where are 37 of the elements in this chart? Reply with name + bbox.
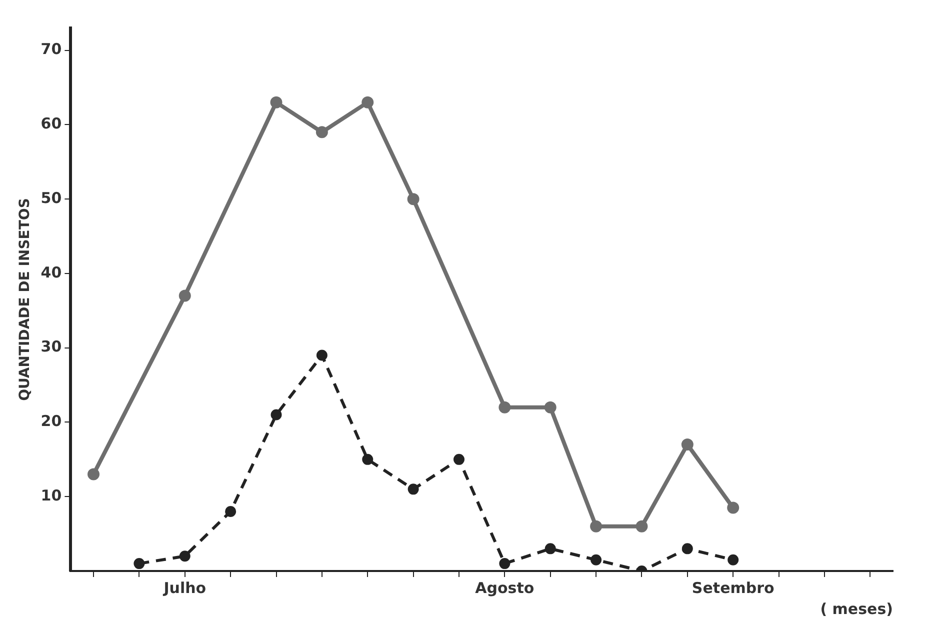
point	[728, 554, 739, 566]
point	[316, 126, 328, 138]
x-tick-label: Agosto	[475, 578, 534, 597]
x-tick-label: Julho	[162, 578, 206, 597]
y-tick-label: 70	[40, 40, 62, 58]
x-axis-title: ( meses)	[820, 600, 893, 618]
point	[362, 454, 374, 465]
point	[727, 502, 740, 514]
y-tick-label: 10	[40, 486, 62, 505]
point	[134, 558, 145, 570]
point	[362, 96, 374, 108]
point	[544, 543, 556, 554]
point	[270, 96, 282, 108]
point	[499, 558, 510, 570]
y-axis-title: QUANTIDADE DE INSETOS	[17, 198, 34, 401]
point	[408, 484, 419, 495]
point	[316, 350, 328, 361]
point	[179, 550, 190, 562]
point	[453, 454, 464, 465]
point	[544, 401, 556, 414]
point	[590, 554, 602, 566]
x-tick-label: Setembro	[692, 578, 774, 597]
point	[590, 520, 602, 532]
point	[178, 290, 191, 302]
y-tick-label: 50	[40, 188, 62, 207]
point	[88, 468, 100, 480]
point	[407, 193, 420, 206]
y-tick-label: 30	[40, 338, 62, 356]
point	[498, 401, 511, 414]
point	[636, 520, 648, 532]
y-tick-label: 60	[40, 114, 62, 133]
point	[682, 543, 693, 554]
y-tick-label: 40	[40, 263, 62, 282]
point	[270, 409, 282, 420]
point	[681, 438, 694, 451]
y-tick-label: 20	[40, 412, 62, 430]
point	[225, 506, 236, 517]
